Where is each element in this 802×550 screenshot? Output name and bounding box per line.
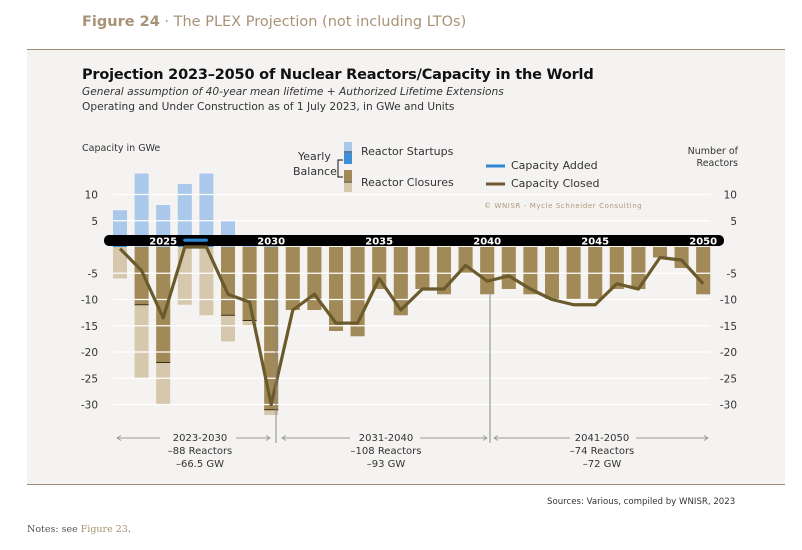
figure-label: Figure 24: [82, 14, 160, 30]
closure-balance-bar: [156, 247, 171, 363]
period-reactors: –88 Reactors: [167, 446, 233, 457]
notes: Notes: see Figure 23.: [27, 524, 131, 535]
y-tick-label-right: -20: [720, 347, 737, 359]
legend-yearly-line2: Balance: [293, 165, 337, 178]
legend-capacity-added-label: Capacity Added: [511, 159, 598, 172]
legend-closures-label: Reactor Closures: [361, 176, 454, 189]
y-tick-label-left: -25: [81, 373, 98, 385]
closure-balance-bar: [134, 247, 149, 305]
period-summary-3: 2041-2050 –74 Reactors –72 GW: [522, 432, 682, 471]
figure-separator: ·: [159, 14, 174, 30]
legend-startups-balance-swatch: [344, 153, 352, 164]
right-axis-title-line2: Reactors: [696, 158, 738, 169]
x-tick-label: 2050: [689, 237, 717, 248]
y-tick-label-left: 10: [85, 190, 98, 202]
y-tick-label-right: -15: [720, 321, 737, 333]
period-arrowhead-icon: [116, 435, 122, 441]
closure-balance-bar: [415, 247, 430, 289]
sources-note: Sources: Various, compiled by WNISR, 202…: [547, 497, 736, 507]
closure-balance-bar: [437, 247, 451, 295]
y-tick-label-left: -5: [88, 268, 98, 280]
closure-balance-bar: [631, 247, 646, 289]
y-tick-label-right: -5: [727, 268, 737, 280]
closure-balance-bar: [653, 247, 667, 258]
period-gw: –66.5 GW: [175, 459, 225, 470]
period-summary-2: 2031-2040 –108 Reactors –93 GW: [306, 432, 466, 471]
x-tick-label: 2035: [365, 237, 393, 248]
closure-balance-bar: [285, 247, 300, 310]
closure-bar: [113, 247, 127, 279]
startup-bar: [199, 173, 214, 247]
closure-balance-bar: [372, 247, 387, 289]
closure-bar: [177, 247, 192, 305]
y-tick-label-left: -10: [81, 295, 98, 307]
period-reactors: –108 Reactors: [350, 446, 422, 457]
y-tick-label-left: -30: [81, 400, 98, 412]
y-tick-label-right: -30: [720, 400, 737, 412]
closure-balance-bar: [523, 247, 538, 295]
y-tick-label-left: -20: [81, 347, 98, 359]
period-arrowhead-icon: [493, 435, 499, 441]
closure-balance-bar: [307, 247, 322, 310]
legend-startups-label: Reactor Startups: [361, 145, 454, 158]
chart-subtitle-italic: General assumption of 40-year mean lifet…: [82, 86, 504, 98]
x-tick-label: 2045: [581, 237, 609, 248]
y-tick-label-right: 5: [730, 216, 737, 228]
closure-balance-bar: [221, 247, 235, 316]
bottom-rule: [27, 484, 785, 485]
x-tick-label: 2040: [473, 237, 501, 248]
x-tick-label: 2025: [149, 237, 177, 248]
chart-subtitle: Operating and Under Construction as of 1…: [82, 101, 455, 113]
notes-suffix: .: [127, 524, 131, 535]
y-tick-label-right: 10: [724, 190, 737, 202]
period-arrowhead-icon: [281, 435, 287, 441]
closure-balance-bar: [480, 247, 495, 295]
x-axis-band: [104, 235, 724, 246]
top-rule: [27, 49, 785, 50]
period-range: 2031-2040: [358, 433, 414, 444]
notes-prefix: Notes: see: [27, 524, 81, 535]
copyright-notice: © WNISR - Mycle Schneider Consulting: [484, 202, 643, 210]
figure-title: Figure 24 · The PLEX Projection (not inc…: [82, 14, 466, 30]
closure-balance-bar: [264, 247, 279, 410]
period-gw: –72 GW: [582, 459, 622, 470]
legend-closures-balance-swatch: [344, 170, 352, 181]
y-tick-label-left: 5: [91, 216, 98, 228]
closure-balance-bar: [393, 247, 408, 316]
startup-bar: [134, 173, 149, 247]
closure-balance-bar: [696, 247, 711, 295]
legend-startups-swatch: [344, 142, 352, 153]
startup-bar: [177, 184, 192, 247]
left-axis-title: Capacity in GWe: [82, 143, 161, 154]
figure-caption: The PLEX Projection (not including LTOs): [173, 14, 467, 30]
closure-bar: [199, 247, 214, 316]
chart-title: Projection 2023–2050 of Nuclear Reactors…: [82, 67, 594, 83]
y-tick-label-right: -10: [720, 295, 737, 307]
period-summary-1: 2023-2030 –88 Reactors –66.5 GW: [120, 432, 280, 471]
closure-balance-bar: [329, 247, 343, 331]
period-arrowhead-icon: [265, 435, 271, 441]
y-tick-label-right: -25: [720, 373, 737, 385]
period-arrowhead-icon: [703, 435, 709, 441]
y-tick-label-left: -15: [81, 321, 98, 333]
period-gw: –93 GW: [366, 459, 406, 470]
figure-23-link[interactable]: Figure 23: [80, 524, 128, 535]
period-range: 2023-2030: [172, 433, 228, 444]
legend-yearly-line1: Yearly: [298, 150, 331, 163]
period-arrowhead-icon: [482, 435, 488, 441]
x-tick-label: 2030: [257, 237, 285, 248]
closure-balance-bar: [501, 247, 516, 289]
right-axis-title-line1: Number of: [687, 146, 738, 157]
legend-bracket: [337, 159, 343, 178]
period-reactors: –74 Reactors: [569, 446, 635, 457]
legend-capacity-closed-label: Capacity Closed: [511, 177, 600, 190]
capacity-closed-line: [118, 245, 705, 407]
closure-balance-bar: [609, 247, 624, 289]
legend-closures-swatch: [344, 181, 352, 192]
period-range: 2041-2050: [574, 433, 630, 444]
